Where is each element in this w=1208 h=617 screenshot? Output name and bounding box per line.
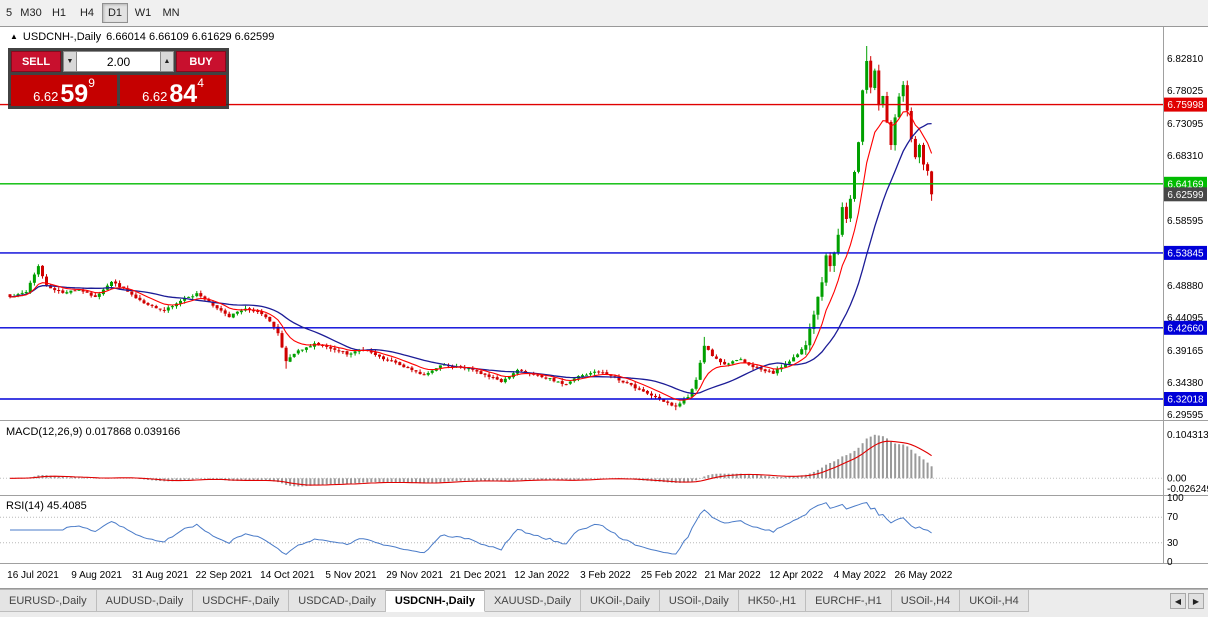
- svg-text:0: 0: [1167, 557, 1173, 568]
- lot-size-spinner: ▼ 2.00 ▲: [63, 51, 174, 72]
- svg-text:12 Jan 2022: 12 Jan 2022: [514, 570, 569, 581]
- rsi-line: [10, 502, 932, 555]
- svg-text:6.32018: 6.32018: [1167, 394, 1204, 405]
- ask-price-main: 84: [169, 79, 198, 108]
- tab-usoil-h4[interactable]: USOil-,H4: [891, 590, 961, 612]
- tab-ukoil-h4[interactable]: UKOil-,H4: [960, 590, 1029, 612]
- lot-increase-button[interactable]: ▲: [160, 51, 174, 72]
- svg-text:9 Aug 2021: 9 Aug 2021: [71, 570, 122, 581]
- current-price-tag: [1164, 187, 1207, 202]
- support-line-blue-2-tag: [1164, 320, 1207, 335]
- timeframe-button-d1[interactable]: D1: [102, 3, 128, 23]
- timeframe-button-w1[interactable]: W1: [134, 7, 152, 19]
- tab-scroll-buttons: ◀ ▶: [1166, 590, 1208, 612]
- svg-text:22 Sep 2021: 22 Sep 2021: [195, 570, 252, 581]
- svg-text:6.64169: 6.64169: [1167, 179, 1204, 190]
- svg-text:6.75998: 6.75998: [1167, 100, 1204, 111]
- timeframe-button-5[interactable]: 5: [5, 7, 13, 19]
- chevron-down-icon: ▼: [66, 58, 74, 65]
- bid-price-main: 59: [60, 79, 89, 108]
- ask-price-display[interactable]: 6.62 84 4: [120, 75, 226, 106]
- tab-usoil-daily[interactable]: USOil-,Daily: [659, 590, 739, 612]
- support-line-blue-1-tag: [1164, 245, 1207, 260]
- svg-text:25 Feb 2022: 25 Feb 2022: [641, 570, 698, 581]
- timeframe-button-m30[interactable]: M30: [20, 7, 42, 19]
- one-click-trading-panel: SELL ▼ 2.00 ▲ BUY 6.62 59 9 6.62 84 4: [8, 48, 229, 109]
- svg-text:6.73095: 6.73095: [1167, 119, 1204, 130]
- chart-marker-icon: ▲: [10, 32, 18, 41]
- support-line-blue-3-tag: [1164, 392, 1207, 406]
- bid-price-display[interactable]: 6.62 59 9: [11, 75, 117, 106]
- ma-fast-line: [9, 111, 933, 401]
- tab-usdcnh-daily[interactable]: USDCNH-,Daily: [385, 590, 485, 612]
- svg-text:3 Feb 2022: 3 Feb 2022: [580, 570, 631, 581]
- timeframe-button-mn[interactable]: MN: [162, 7, 180, 19]
- svg-text:0.00: 0.00: [1167, 473, 1187, 484]
- svg-text:29 Nov 2021: 29 Nov 2021: [386, 570, 443, 581]
- svg-text:5 Nov 2021: 5 Nov 2021: [325, 570, 377, 581]
- svg-text:31 Aug 2021: 31 Aug 2021: [132, 570, 189, 581]
- ohlc-values: 6.66014 6.66109 6.61629 6.62599: [106, 31, 275, 43]
- svg-text:70: 70: [1167, 512, 1179, 523]
- ask-price-pip: 4: [197, 76, 204, 90]
- svg-text:6.58595: 6.58595: [1167, 216, 1204, 227]
- bid-price-prefix: 6.62: [33, 88, 59, 104]
- tab-audusd-daily[interactable]: AUDUSD-,Daily: [96, 590, 194, 612]
- price-chart-canvas[interactable]: 6.828106.780256.730956.683106.633806.585…: [0, 27, 1208, 588]
- resistance-line-red-tag: [1164, 97, 1207, 112]
- svg-text:6.42660: 6.42660: [1167, 323, 1204, 334]
- timeframe-button-h1[interactable]: H1: [51, 7, 67, 19]
- candles: [8, 46, 934, 411]
- tab-usdcad-daily[interactable]: USDCAD-,Daily: [289, 590, 386, 612]
- svg-text:6.34380: 6.34380: [1167, 378, 1204, 389]
- symbol-name: USDCNH-,Daily: [22, 31, 102, 43]
- tab-ukoil-daily[interactable]: UKOil-,Daily: [580, 590, 660, 612]
- tab-scroll-left-button[interactable]: ◀: [1170, 593, 1186, 609]
- svg-text:6.62599: 6.62599: [1167, 190, 1204, 201]
- tab-eurchf-h1[interactable]: EURCHF-,H1: [806, 590, 892, 612]
- svg-text:100: 100: [1167, 493, 1184, 504]
- svg-text:0.104313: 0.104313: [1167, 430, 1208, 441]
- ask-price-prefix: 6.62: [142, 88, 168, 104]
- lot-size-value[interactable]: 2.00: [77, 51, 160, 72]
- tab-usdchf-daily[interactable]: USDCHF-,Daily: [193, 590, 290, 612]
- svg-text:-0.026249: -0.026249: [1167, 484, 1208, 495]
- tab-eurusd-daily[interactable]: EURUSD-,Daily: [0, 590, 97, 612]
- svg-text:4 May 2022: 4 May 2022: [834, 570, 887, 581]
- tab-scroll-right-button[interactable]: ▶: [1188, 593, 1204, 609]
- chevron-up-icon: ▲: [163, 58, 171, 65]
- svg-text:6.44095: 6.44095: [1167, 313, 1204, 324]
- svg-text:14 Oct 2021: 14 Oct 2021: [260, 570, 315, 581]
- buy-button[interactable]: BUY: [176, 51, 226, 72]
- sell-button[interactable]: SELL: [11, 51, 61, 72]
- svg-text:6.82810: 6.82810: [1167, 54, 1204, 65]
- svg-text:MACD(12,26,9) 0.017868 0.03916: MACD(12,26,9) 0.017868 0.039166: [6, 426, 180, 438]
- svg-text:12 Apr 2022: 12 Apr 2022: [769, 570, 823, 581]
- timeframe-button-h4[interactable]: H4: [79, 7, 95, 19]
- svg-text:6.78025: 6.78025: [1167, 86, 1204, 97]
- svg-text:21 Mar 2022: 21 Mar 2022: [705, 570, 762, 581]
- svg-text:21 Dec 2021: 21 Dec 2021: [450, 570, 507, 581]
- symbol-ohlc-header: ▲ USDCNH-,Daily 6.66014 6.66109 6.61629 …: [8, 31, 277, 43]
- svg-text:6.39165: 6.39165: [1167, 346, 1204, 357]
- timeframe-toolbar: 5 M30 H1 H4 D1 W1 MN: [0, 0, 1208, 26]
- bid-price-pip: 9: [88, 76, 95, 90]
- tab-xauusd-daily[interactable]: XAUUSD-,Daily: [484, 590, 581, 612]
- chart-area: 6.828106.780256.730956.683106.633806.585…: [0, 26, 1208, 589]
- svg-text:6.68310: 6.68310: [1167, 151, 1204, 162]
- lot-decrease-button[interactable]: ▼: [63, 51, 77, 72]
- svg-text:RSI(14) 45.4085: RSI(14) 45.4085: [6, 500, 87, 512]
- chart-tabs-bar: EURUSD-,Daily AUDUSD-,Daily USDCHF-,Daily U…: [0, 589, 1208, 617]
- macd-signal-line: [10, 440, 932, 486]
- svg-text:6.53845: 6.53845: [1167, 248, 1204, 259]
- svg-text:6.48880: 6.48880: [1167, 281, 1204, 292]
- svg-text:6.29595: 6.29595: [1167, 410, 1204, 421]
- svg-text:26 May 2022: 26 May 2022: [894, 570, 952, 581]
- svg-text:16 Jul 2021: 16 Jul 2021: [7, 570, 59, 581]
- svg-text:30: 30: [1167, 538, 1179, 549]
- tab-hk50-h1[interactable]: HK50-,H1: [738, 590, 807, 612]
